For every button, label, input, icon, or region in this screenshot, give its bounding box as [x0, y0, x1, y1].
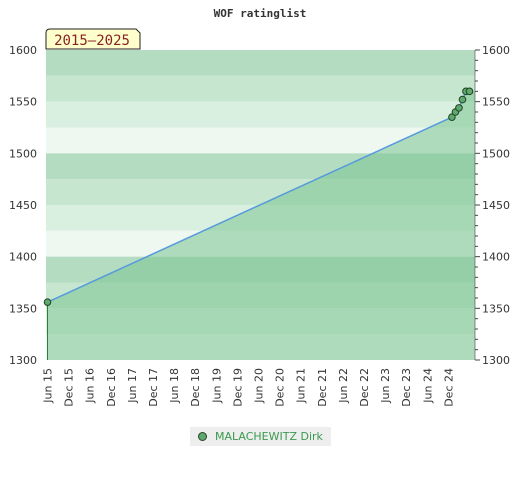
x-tick-label: Jun 24	[421, 368, 434, 404]
axis-ticks	[474, 49, 480, 361]
chart-title: WOF ratinglist	[214, 7, 307, 20]
y-tick-label-left: 1400	[9, 251, 37, 264]
x-tick-label: Dec 22	[358, 368, 371, 407]
legend-marker-icon	[198, 432, 207, 441]
x-axis-labels: Jun 15 Dec 15 Jun 16 Dec 16 Jun 17 Dec 17 Jun …	[42, 368, 456, 407]
y-axis-right-labels: 1300 1350 1400 1450 1500 1550 1600	[482, 44, 510, 367]
y-tick-label-right: 1500	[482, 147, 510, 160]
period-badge: 2015–2025	[45, 28, 141, 50]
x-tick-label: Dec 23	[400, 368, 413, 407]
y-tick-label-right: 1350	[482, 302, 510, 315]
x-tick-label: Jun 22	[337, 368, 350, 404]
data-point	[455, 104, 463, 112]
x-tick-label: Jun 17	[126, 368, 139, 404]
x-tick-label: Jun 21	[295, 368, 308, 404]
data-point	[448, 113, 456, 121]
y-axis-left-labels: 1300 1350 1400 1450 1500 1550 1600	[9, 44, 37, 367]
x-tick-label: Jun 23	[379, 368, 392, 404]
period-label: 2015–2025	[54, 33, 130, 49]
x-tick-label: Dec 19	[231, 368, 244, 407]
x-tick-label: Dec 18	[189, 368, 202, 407]
x-tick-label: Dec 21	[316, 368, 329, 407]
y-tick-label-left: 1450	[9, 199, 37, 212]
x-tick-label: Jun 19	[210, 368, 223, 404]
y-tick-label-left: 1300	[9, 354, 37, 367]
y-tick-label-right: 1300	[482, 354, 510, 367]
y-tick-label-right: 1400	[482, 251, 510, 264]
y-tick-label-right: 1600	[482, 44, 510, 57]
y-tick-label-left: 1500	[9, 147, 37, 160]
x-tick-label: Dec 16	[105, 368, 118, 407]
legend: MALACHEWITZ Dirk	[190, 427, 331, 446]
y-tick-label-left: 1550	[9, 96, 37, 109]
x-tick-label: Dec 17	[147, 368, 160, 407]
x-tick-label: Dec 15	[63, 368, 76, 407]
band	[46, 75, 475, 102]
x-tick-label: Jun 20	[253, 368, 266, 404]
x-tick-label: Jun 18	[168, 368, 181, 404]
rating-area	[47, 91, 475, 360]
data-point	[43, 298, 52, 306]
data-point	[458, 95, 467, 104]
data-markers	[43, 87, 474, 306]
band	[46, 50, 475, 76]
legend-series-label: MALACHEWITZ Dirk	[215, 430, 323, 443]
x-tick-label: Dec 20	[274, 368, 287, 407]
x-tick-label: Dec 24	[442, 368, 455, 407]
y-tick-label-left: 1600	[9, 44, 37, 57]
band	[46, 101, 475, 128]
y-tick-label-left: 1350	[9, 302, 37, 315]
data-point	[465, 87, 474, 96]
x-tick-label: Jun 16	[84, 368, 97, 404]
y-tick-label-right: 1550	[482, 96, 510, 109]
rating-area-layer	[47, 91, 475, 360]
y-tick-label-right: 1450	[482, 199, 510, 212]
x-tick-label: Jun 15	[42, 368, 55, 404]
